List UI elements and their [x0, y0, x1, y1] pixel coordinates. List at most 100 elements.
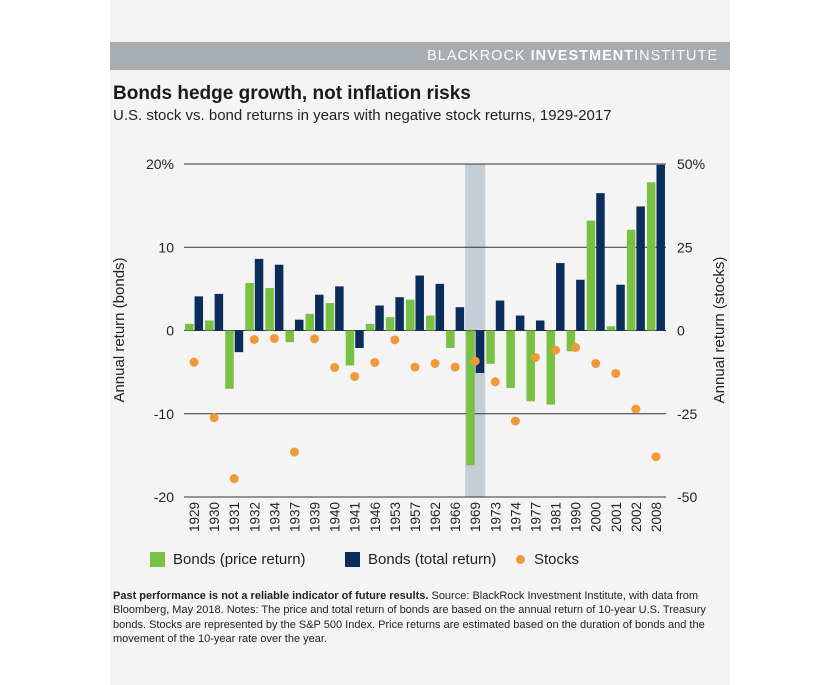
legend-label-bonds-total: Bonds (total return): [368, 551, 497, 568]
x-tick-label-1990: 1990: [569, 502, 584, 532]
bar-bonds-price-1946: [365, 323, 375, 331]
bar-bonds-total-1962: [435, 283, 445, 331]
x-tick-label-1931: 1931: [227, 502, 242, 532]
x-tick-label-1939: 1939: [308, 502, 323, 532]
point-stocks-1941: [350, 371, 360, 381]
legend-item-bonds-price: Bonds (price return): [150, 551, 306, 568]
bar-bonds-total-2001: [616, 284, 625, 331]
x-tick-label-2000: 2000: [589, 502, 604, 532]
chart-title: Bonds hedge growth, not inflation risks: [113, 83, 471, 104]
bar-bonds-price-2000: [586, 220, 596, 331]
point-stocks-1977: [530, 352, 540, 362]
brand-light: BLACKROCK: [427, 48, 526, 64]
right-tick-label-3: -25: [677, 406, 697, 422]
point-stocks-1946: [370, 357, 380, 367]
point-stocks-1930: [209, 413, 219, 423]
bar-bonds-total-1966: [455, 307, 465, 331]
legend-swatch-bonds-price: [150, 552, 165, 567]
bar-bonds-total-1981: [556, 263, 565, 331]
bar-bonds-price-1931: [225, 330, 234, 389]
bar-bonds-price-1940: [325, 303, 335, 331]
point-stocks-1934: [269, 333, 279, 343]
x-tick-label-1977: 1977: [528, 502, 543, 532]
x-tick-label-1969: 1969: [468, 502, 483, 532]
bar-bonds-price-1930: [205, 320, 214, 331]
bar-bonds-total-1934: [274, 264, 284, 331]
bar-bonds-total-1932: [254, 258, 264, 331]
left-axis-title: Annual return (bonds): [111, 257, 128, 402]
x-tick-label-1932: 1932: [247, 502, 262, 532]
bar-bonds-price-1953: [385, 317, 395, 331]
point-stocks-1929: [189, 357, 199, 367]
legend-label-stocks: Stocks: [534, 551, 580, 568]
left-tick-label-0: 20%: [146, 156, 174, 172]
bar-bonds-total-1969: [475, 330, 485, 373]
bar-bonds-price-1934: [265, 288, 274, 331]
bar-bonds-total-1974: [515, 315, 525, 331]
x-tick-label-1973: 1973: [488, 502, 503, 532]
right-tick-label-4: -50: [677, 489, 697, 505]
bar-bonds-price-1937: [285, 330, 294, 343]
bar-bonds-total-1941: [355, 330, 364, 348]
bar-bonds-total-1953: [395, 297, 404, 331]
right-tick-label-0: 50%: [677, 156, 705, 172]
bar-bonds-total-1930: [214, 293, 224, 331]
bar-bonds-total-2000: [596, 193, 605, 331]
x-tick-label-2001: 2001: [609, 502, 624, 532]
bar-bonds-price-1973: [486, 330, 495, 364]
point-stocks-1974: [510, 416, 520, 426]
right-axis-title: Annual return (stocks): [711, 257, 728, 404]
point-stocks-1940: [330, 362, 340, 372]
x-tick-label-1930: 1930: [207, 502, 222, 532]
brand-logo: BLACKROCK INVESTMENTINSTITUTE: [427, 48, 718, 64]
point-stocks-2000: [591, 358, 601, 368]
bar-bonds-price-1929: [185, 323, 194, 331]
brand-end: INSTITUTE: [634, 48, 718, 64]
x-tick-label-1974: 1974: [508, 502, 523, 533]
chart-subtitle: U.S. stock vs. bond returns in years wit…: [113, 107, 612, 124]
bar-bonds-price-2008: [646, 182, 656, 331]
x-tick-label-1934: 1934: [267, 502, 282, 533]
footnote-text: Source: BlackRock Investment Institute, …: [113, 590, 706, 645]
left-tick-label-2: 0: [166, 323, 174, 339]
point-stocks-1937: [289, 447, 299, 457]
brand-bold: INVESTMENT: [530, 48, 635, 64]
bar-bonds-total-1973: [495, 300, 505, 331]
bar-bonds-total-1990: [576, 279, 585, 331]
point-stocks-1953: [390, 335, 400, 345]
legend-item-stocks: Stocks: [513, 551, 579, 568]
legend-item-bonds-total: Bonds (total return): [345, 551, 496, 568]
bar-bonds-price-1966: [446, 330, 455, 348]
legend-label-bonds-price: Bonds (price return): [173, 551, 306, 568]
x-tick-label-1929: 1929: [187, 502, 202, 532]
x-tick-label-1941: 1941: [348, 502, 363, 532]
point-stocks-1957: [410, 362, 420, 372]
x-tick-label-1940: 1940: [328, 502, 343, 532]
bar-bonds-price-1990: [566, 330, 576, 352]
point-stocks-1931: [229, 474, 239, 484]
right-tick-label-2: 0: [677, 323, 685, 339]
footnote-bold: Past performance is not a reliable indic…: [113, 590, 429, 602]
point-stocks-1973: [490, 377, 500, 387]
bar-bonds-price-2002: [626, 229, 636, 331]
bar-bonds-price-1962: [426, 315, 435, 331]
x-tick-label-2008: 2008: [649, 502, 664, 532]
legend-swatch-stocks: [516, 555, 525, 564]
bar-bonds-total-2002: [636, 206, 645, 331]
point-stocks-2008: [651, 452, 661, 462]
bar-bonds-total-1957: [415, 275, 424, 331]
bar-bonds-total-2008: [656, 164, 665, 331]
x-tick-label-2002: 2002: [629, 502, 644, 532]
bar-bonds-total-1977: [535, 320, 545, 331]
x-tick-label-1966: 1966: [448, 502, 463, 532]
bar-bonds-price-1941: [345, 330, 355, 366]
legend-swatch-bonds-total: [345, 552, 360, 567]
point-stocks-2002: [631, 404, 641, 414]
left-tick-label-1: 10: [158, 239, 174, 255]
left-tick-label-4: -20: [154, 489, 174, 505]
bar-bonds-total-1929: [194, 296, 204, 331]
point-stocks-1962: [430, 358, 440, 368]
bar-bonds-price-1977: [526, 330, 535, 402]
point-stocks-1969: [470, 356, 480, 366]
